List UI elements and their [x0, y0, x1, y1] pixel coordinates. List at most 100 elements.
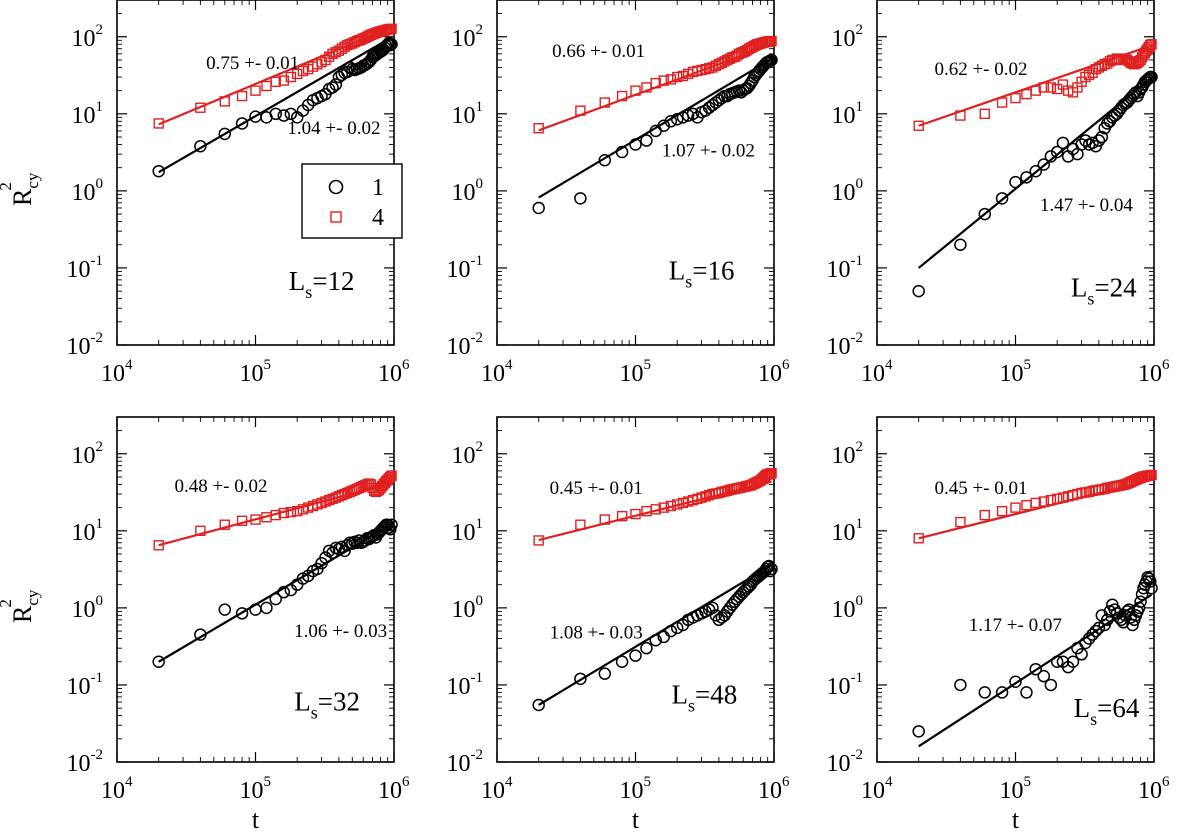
- data-point: [320, 496, 331, 507]
- fit-annotation: 1.47 +- 0.04: [1040, 195, 1134, 216]
- data-point: [277, 585, 291, 599]
- data-point: [269, 107, 282, 121]
- data-point: [297, 504, 309, 515]
- data-point: [153, 540, 164, 551]
- y-tick-label: 100: [832, 176, 864, 206]
- y-tick-label: 10-2: [827, 330, 864, 360]
- data-point: [1057, 79, 1069, 90]
- data-point: [383, 473, 395, 484]
- fit-annotation: 1.17 +- 0.07: [969, 615, 1062, 636]
- data-point: [615, 655, 629, 668]
- fit-annotation: 0.75 +- 0.01: [206, 53, 299, 74]
- data-point: [386, 470, 397, 481]
- data-point: [995, 192, 1009, 205]
- data-point: [665, 500, 677, 512]
- x-tick-label: 105: [620, 774, 652, 804]
- data-point: [665, 74, 677, 85]
- y-tick-label: 10-1: [67, 670, 104, 700]
- data-point: [1029, 662, 1042, 676]
- data-point: [330, 47, 342, 58]
- y-axis-label: Rcy2: [0, 589, 42, 623]
- x-tick-label: 105: [620, 357, 652, 387]
- y-tick-label: 102: [832, 22, 864, 52]
- data-point: [1082, 632, 1096, 645]
- data-point: [657, 119, 671, 133]
- data-point: [278, 507, 289, 519]
- x-tick-label: 104: [481, 774, 513, 804]
- y-tick-label: 101: [832, 516, 864, 546]
- data-point: [277, 109, 291, 122]
- legend-marker: [328, 179, 344, 195]
- data-point: [954, 238, 967, 251]
- data-point: [677, 497, 689, 509]
- data-point: [1038, 496, 1049, 507]
- panel-label: Ls=64: [1074, 693, 1140, 729]
- y-tick-label: 10-2: [67, 330, 104, 360]
- data-point: [385, 37, 398, 51]
- data-point: [1009, 675, 1022, 689]
- data-point: [1050, 145, 1064, 159]
- data-point: [1010, 502, 1021, 513]
- data-point: [955, 516, 966, 528]
- panel-label: Ls=16: [669, 255, 735, 291]
- data-point: [1092, 134, 1106, 147]
- x-tick-label: 105: [240, 357, 272, 387]
- data-point: [1030, 85, 1041, 96]
- data-point: [629, 138, 642, 151]
- x-tick-label: 106: [378, 357, 410, 387]
- y-tick-label: 100: [832, 593, 864, 623]
- x-axis-label: t: [1012, 805, 1020, 834]
- data-point: [1087, 67, 1098, 79]
- data-point: [1020, 171, 1033, 184]
- y-tick-label: 10-1: [447, 670, 484, 700]
- data-point: [703, 63, 715, 74]
- panel-1: 104 105 106 10-2 10-1 100 101 102 Rcy2 1.04 +- 0.…: [0, 0, 410, 387]
- data-point: [236, 90, 248, 102]
- data-point: [671, 499, 683, 510]
- data-point: [291, 68, 303, 80]
- data-point: [382, 521, 396, 534]
- x-tick-label: 106: [1138, 357, 1170, 387]
- panel-6: 104 105 106 10-2 10-1 100 101 102 t 1.17 +- 0.07 0…: [827, 416, 1170, 834]
- data-point: [630, 85, 641, 96]
- data-point: [269, 592, 282, 606]
- data-point: [1083, 486, 1095, 498]
- fit-annotation: 0.48 +- 0.02: [174, 476, 267, 497]
- data-point: [649, 634, 662, 647]
- data-point: [978, 207, 992, 221]
- y-tick-label: 10-1: [67, 253, 104, 283]
- x-axis-label: t: [252, 805, 260, 834]
- data-point: [1146, 39, 1157, 50]
- data-point: [194, 628, 207, 641]
- data-point: [1021, 500, 1032, 511]
- data-point: [1134, 595, 1147, 609]
- data-point: [1066, 655, 1080, 668]
- legend: 14: [301, 163, 403, 239]
- data-point: [1044, 150, 1058, 163]
- x-tick-label: 104: [861, 774, 893, 804]
- data-point: [979, 509, 990, 521]
- x-tick-label: 104: [101, 357, 133, 387]
- data-point: [360, 480, 371, 491]
- data-point: [1101, 613, 1114, 627]
- data-point: [913, 533, 924, 544]
- data-point: [706, 601, 719, 615]
- data-point: [1045, 494, 1057, 506]
- data-point: [599, 514, 610, 525]
- y-tick-label: 10-2: [67, 747, 104, 777]
- data-point: [1086, 628, 1099, 641]
- y-tick-label: 100: [452, 176, 484, 206]
- data-point: [260, 601, 273, 615]
- data-point: [1029, 164, 1042, 178]
- data-point: [703, 489, 715, 501]
- data-point: [575, 519, 586, 530]
- y-tick-label: 101: [72, 99, 104, 129]
- data-point: [329, 78, 343, 91]
- data-point: [955, 110, 966, 121]
- panel-5: 104 105 106 10-2 10-1 100 101 102 t 1.08 +- 0.03 0…: [447, 416, 790, 834]
- y-tick-label: 10-1: [827, 253, 864, 283]
- data-point: [236, 515, 248, 526]
- fit-annotation: 1.06 +- 0.03: [294, 621, 387, 642]
- data-point: [385, 471, 396, 483]
